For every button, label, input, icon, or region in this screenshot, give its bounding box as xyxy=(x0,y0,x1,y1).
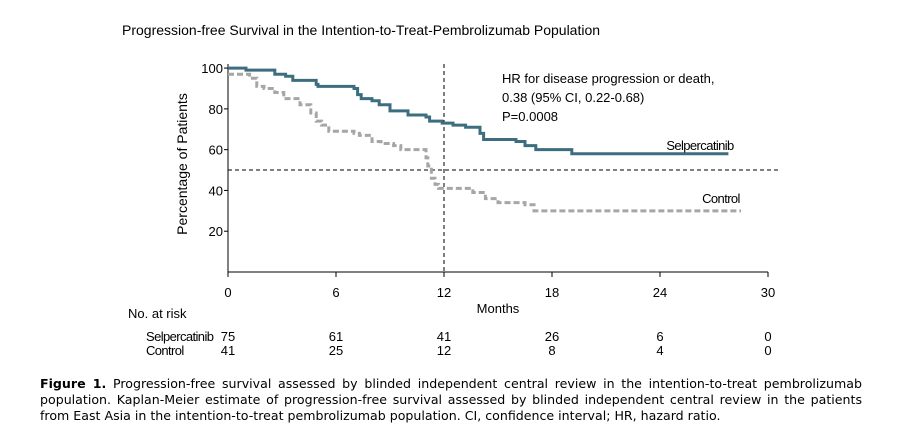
x-axis-label: Months xyxy=(477,301,520,316)
risk-row-label: Selpercatinib xyxy=(146,329,214,344)
legend-label-control: Control xyxy=(702,191,740,206)
risk-table-header: No. at risk xyxy=(128,306,187,321)
caption-text: Progression-free survival assessed by bl… xyxy=(40,376,862,423)
hr-annotation-line: 0.38 (95% CI, 0.22-0.68) xyxy=(502,90,644,105)
x-tick-label: 12 xyxy=(437,285,451,300)
risk-count: 0 xyxy=(764,343,771,358)
risk-count: 12 xyxy=(437,343,451,358)
x-tick-label: 30 xyxy=(761,285,775,300)
x-tick-label: 24 xyxy=(653,285,667,300)
risk-count: 61 xyxy=(329,329,343,344)
y-tick-label: 40 xyxy=(209,183,223,198)
risk-row-label: Control xyxy=(146,343,184,358)
x-tick-label: 0 xyxy=(224,285,231,300)
risk-count: 41 xyxy=(221,343,235,358)
y-tick-label: 100 xyxy=(201,61,223,76)
risk-count: 75 xyxy=(221,329,235,344)
hr-annotation-line: P=0.0008 xyxy=(502,109,558,124)
risk-count: 26 xyxy=(545,329,559,344)
risk-count: 0 xyxy=(764,329,771,344)
series-line-selpercatinib xyxy=(228,66,729,156)
y-tick-label: 60 xyxy=(209,143,223,158)
caption-label: Figure 1. xyxy=(40,376,107,391)
risk-count: 6 xyxy=(656,329,663,344)
hr-annotation-line: HR for disease progression or death, xyxy=(502,71,714,86)
y-tick-label: 80 xyxy=(209,102,223,117)
risk-count: 4 xyxy=(656,343,663,358)
legend-label-selpercatinib: Selpercatinib xyxy=(666,138,734,153)
figure-title: Progression-free Survival in the Intenti… xyxy=(122,22,601,38)
risk-count: 25 xyxy=(329,343,343,358)
series-line-control xyxy=(228,72,741,213)
x-tick-label: 18 xyxy=(545,285,559,300)
figure-caption: Figure 1. Progression-free survival asse… xyxy=(40,376,862,424)
x-tick-label: 6 xyxy=(332,285,339,300)
risk-count: 41 xyxy=(437,329,451,344)
risk-count: 8 xyxy=(548,343,555,358)
y-tick-label: 20 xyxy=(209,224,223,239)
y-axis-label: Percentage of Patients xyxy=(174,93,190,235)
